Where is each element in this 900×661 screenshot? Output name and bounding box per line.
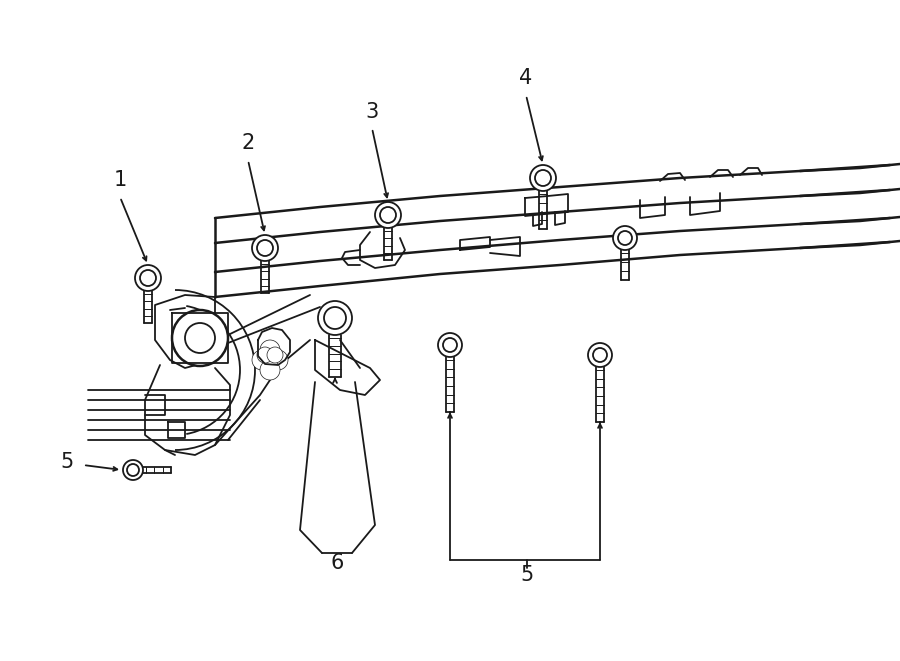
Circle shape — [260, 360, 280, 380]
Circle shape — [267, 347, 283, 363]
Text: 3: 3 — [365, 102, 379, 122]
Text: 5: 5 — [520, 565, 534, 585]
Text: 4: 4 — [519, 68, 533, 88]
Circle shape — [257, 347, 273, 363]
Circle shape — [318, 301, 352, 335]
Circle shape — [135, 265, 161, 291]
Text: 6: 6 — [330, 553, 344, 573]
Circle shape — [260, 340, 280, 360]
Text: 2: 2 — [241, 133, 255, 153]
Circle shape — [268, 350, 288, 370]
Circle shape — [530, 165, 556, 191]
Circle shape — [172, 310, 228, 366]
Circle shape — [375, 202, 401, 228]
Circle shape — [123, 460, 143, 480]
Circle shape — [252, 350, 272, 370]
Text: 1: 1 — [113, 170, 127, 190]
Text: 5: 5 — [60, 452, 74, 472]
Circle shape — [438, 333, 462, 357]
Circle shape — [613, 226, 637, 250]
Circle shape — [588, 343, 612, 367]
Circle shape — [252, 235, 278, 261]
